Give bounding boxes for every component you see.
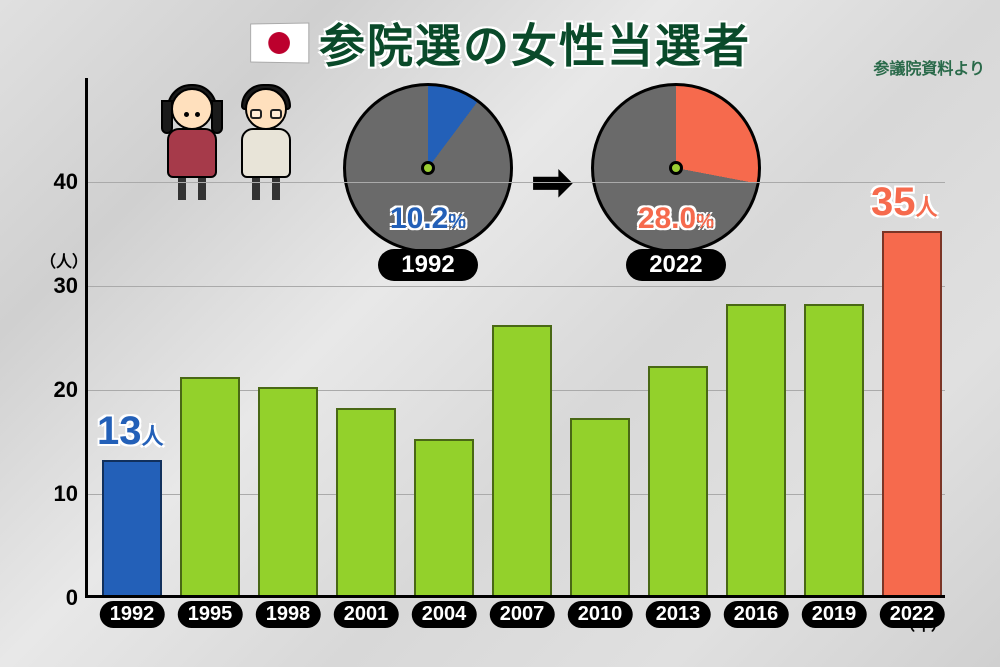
y-tick-label: 0	[66, 585, 78, 611]
source-credit: 参議院資料より	[873, 55, 985, 79]
pie-center-icon	[669, 161, 683, 175]
bar	[258, 387, 318, 595]
bar-group: 202235人	[873, 231, 951, 595]
x-tick-label: 1992	[100, 601, 165, 628]
bar	[882, 231, 942, 595]
bar-callout-first: 13人	[97, 409, 164, 454]
x-tick-label: 2013	[646, 601, 711, 628]
x-tick-label: 2001	[334, 601, 399, 628]
y-tick-label: 20	[54, 377, 78, 403]
x-tick-label: 1995	[178, 601, 243, 628]
bar-group: 2001	[327, 408, 405, 595]
pie-chart-1992: 10.2%	[343, 83, 513, 253]
grid-line	[88, 286, 945, 287]
title-row: 参院選の女性当選者	[0, 0, 1000, 76]
x-tick-label: 2016	[724, 601, 789, 628]
chart-title: 参院選の女性当選者	[319, 10, 751, 76]
x-tick-label: 2010	[568, 601, 633, 628]
bar	[570, 418, 630, 595]
avatar-woman-2	[232, 88, 300, 208]
bar-group: 2013	[639, 366, 717, 595]
plot-area: 10.2% 1992 ➡ 28.0% 2022 （年） 010203040199…	[85, 78, 945, 598]
pie-year-2022: 2022	[626, 249, 726, 281]
bar-group: 1995	[171, 377, 249, 595]
avatar-woman-1	[158, 88, 226, 208]
y-tick-label: 30	[54, 273, 78, 299]
x-tick-label: 1998	[256, 601, 321, 628]
bar	[648, 366, 708, 595]
bar-callout-last: 35人	[871, 180, 938, 225]
avatars	[158, 88, 300, 208]
bar	[804, 304, 864, 595]
y-tick-label: 40	[54, 169, 78, 195]
bar-group: 2019	[795, 304, 873, 595]
bar	[336, 408, 396, 595]
japan-flag-icon	[250, 22, 309, 63]
bar	[180, 377, 240, 595]
x-tick-label: 2022	[880, 601, 945, 628]
bar-group: 199213人	[93, 460, 171, 595]
bar-group: 1998	[249, 387, 327, 595]
bar	[492, 325, 552, 595]
pie-center-icon	[421, 161, 435, 175]
chart: （人）	[25, 78, 975, 638]
grid-line	[88, 182, 945, 183]
bar	[102, 460, 162, 595]
x-tick-label: 2004	[412, 601, 477, 628]
pie-percent-2022: 28.0%	[638, 202, 714, 236]
y-axis-unit: （人）	[40, 248, 88, 272]
x-tick-label: 2007	[490, 601, 555, 628]
bar-group: 2007	[483, 325, 561, 595]
y-tick-label: 10	[54, 481, 78, 507]
bar-group: 2016	[717, 304, 795, 595]
bar	[726, 304, 786, 595]
pie-percent-1992: 10.2%	[390, 202, 466, 236]
pie-chart-2022: 28.0%	[591, 83, 761, 253]
x-tick-label: 2019	[802, 601, 867, 628]
bar-group: 2004	[405, 439, 483, 595]
bar-group: 2010	[561, 418, 639, 595]
pie-year-1992: 1992	[378, 249, 478, 281]
bar	[414, 439, 474, 595]
